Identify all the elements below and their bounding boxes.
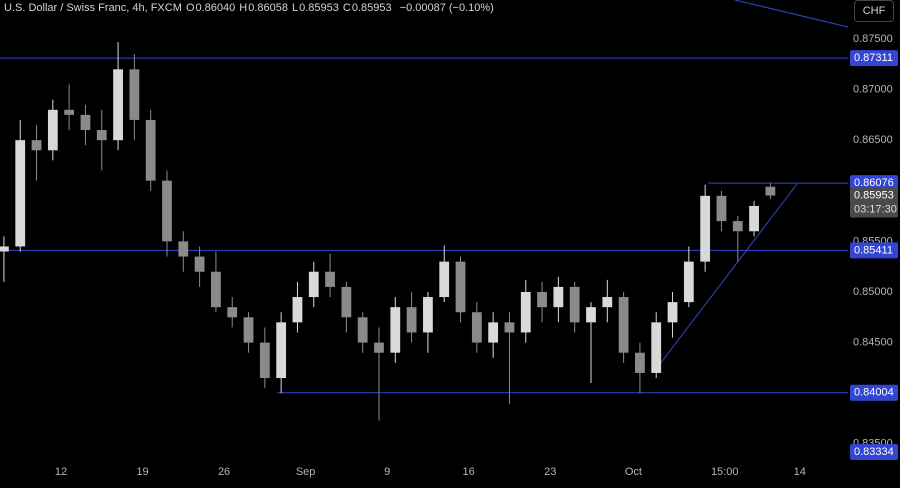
x-tick-label: 16 <box>463 466 475 478</box>
candle-body <box>602 297 613 308</box>
header: U.S. Dollar / Swiss Franc, 4h, FXCM O0.8… <box>4 2 495 14</box>
candle-body <box>553 286 564 308</box>
candle-body <box>749 205 759 232</box>
candle-body <box>129 69 140 120</box>
x-tick-label: 19 <box>136 466 148 478</box>
y-tick-label: 0.86500 <box>853 134 893 146</box>
candle-body <box>113 69 123 141</box>
x-tick-label: 12 <box>55 466 67 478</box>
candle-body <box>765 186 776 196</box>
candle-body <box>586 307 596 323</box>
ohlc-value: 0.86058 <box>248 2 288 14</box>
candle-body <box>341 286 352 318</box>
currency-button[interactable]: CHF <box>854 0 894 22</box>
x-tick-label: 9 <box>384 466 390 478</box>
candle-body <box>569 286 580 323</box>
symbol: U.S. Dollar / Swiss Franc, 4h, FXCM <box>4 2 182 14</box>
candle-body <box>325 271 335 287</box>
candle-body <box>194 256 205 272</box>
candle-body <box>227 307 238 318</box>
candle-body <box>64 109 75 115</box>
trend-line <box>659 183 798 365</box>
candle-body <box>683 261 694 303</box>
x-tick-label: 26 <box>218 466 230 478</box>
candle-body <box>520 291 531 333</box>
candle-body <box>651 322 662 373</box>
ohlc-value: 0.86040 <box>195 2 236 14</box>
trend-line <box>734 0 849 28</box>
candle-body <box>47 109 58 151</box>
candle-body <box>357 317 368 343</box>
candle-body <box>243 317 254 343</box>
candle-body <box>423 297 433 333</box>
candle-body <box>390 307 401 353</box>
price-label-box <box>850 242 898 259</box>
ohlc-key: C <box>342 2 351 14</box>
last-price-box <box>850 187 898 218</box>
price-label-box <box>850 384 898 401</box>
price-label-box <box>850 175 898 192</box>
candle-body <box>211 271 221 308</box>
last-price: 0.85953 <box>854 189 894 201</box>
candle-body <box>700 195 711 262</box>
ohlc: O0.86040 H0.86058 L0.85953 C0.85953 <box>186 2 396 14</box>
candle-body <box>504 322 515 333</box>
candle-body <box>618 297 629 353</box>
candle-body <box>292 297 303 323</box>
candle-body <box>537 291 547 308</box>
candle-body <box>374 342 384 353</box>
x-tick-label: 14 <box>794 466 806 478</box>
candle-body <box>15 140 26 247</box>
candle-body <box>162 180 172 242</box>
candle-body <box>259 342 270 379</box>
ohlc-value: 0.85953 <box>299 2 339 14</box>
ohlc-key: L <box>291 2 299 14</box>
x-tick-label: 15:00 <box>711 466 739 478</box>
candle-body <box>276 322 287 379</box>
candle-body <box>0 246 9 252</box>
candle-body <box>406 307 417 333</box>
price-label-box <box>850 444 898 460</box>
candle-body <box>716 195 727 222</box>
price-label: 0.87311 <box>854 52 893 64</box>
x-tick-label: Sep <box>296 466 316 478</box>
y-tick-label: 0.87500 <box>853 33 893 45</box>
candle-body <box>439 261 450 298</box>
candle-body <box>471 312 482 343</box>
candle-body <box>80 114 91 131</box>
candle-body <box>488 322 499 343</box>
candle-body <box>455 261 466 313</box>
price-label-box <box>850 50 898 67</box>
price-label: 0.83334 <box>854 446 894 458</box>
candle-body <box>31 140 42 151</box>
x-tick-label: Oct <box>625 466 642 478</box>
y-tick-label: 0.85000 <box>853 286 893 298</box>
price-label: 0.86076 <box>854 177 894 189</box>
countdown: 03:17:30 <box>854 203 897 215</box>
ohlc-value: 0.85953 <box>351 2 392 14</box>
candle-body <box>732 221 743 232</box>
change: −0.00087 (−0.10%) <box>399 2 494 14</box>
candle-body <box>635 352 645 373</box>
ohlc-key: O <box>185 2 195 14</box>
candle-body <box>145 119 156 181</box>
x-tick-label: 23 <box>544 466 556 478</box>
ohlc-key: H <box>239 2 248 14</box>
candle-body <box>178 241 189 257</box>
price-label: 0.84004 <box>854 387 894 399</box>
price-label: 0.85411 <box>854 244 893 256</box>
y-tick-label: 0.87000 <box>853 83 893 95</box>
candle-body <box>96 130 107 141</box>
candle-body <box>667 302 678 323</box>
y-tick-label: 0.84500 <box>853 336 893 348</box>
candle-body <box>308 271 319 298</box>
